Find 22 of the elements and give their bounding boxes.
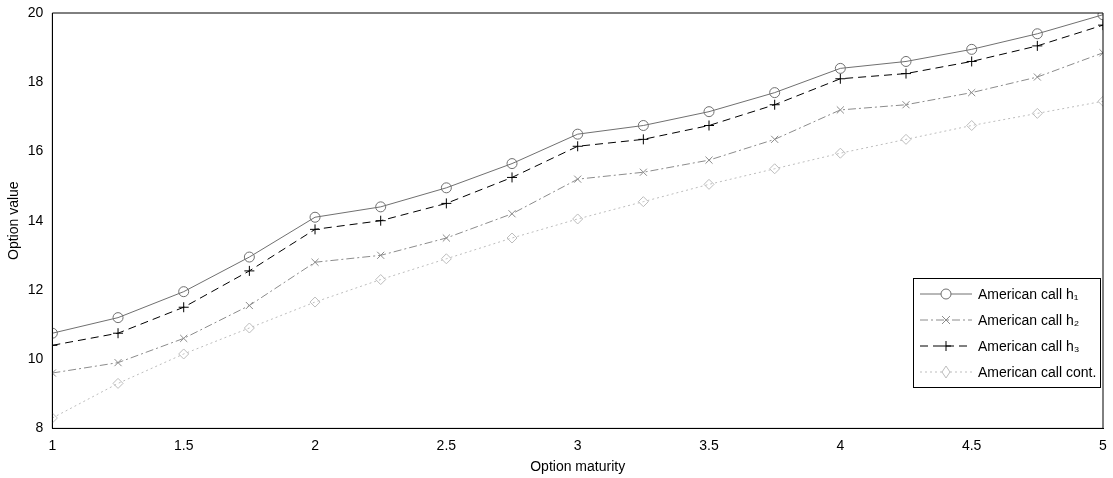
x-tick-label: 4.5 xyxy=(961,436,982,453)
y-tick-label: 10 xyxy=(27,350,44,367)
x-tick-label: 1.5 xyxy=(173,436,194,453)
y-tick-label: 8 xyxy=(35,419,44,436)
x-tick-label: 3.5 xyxy=(699,436,719,453)
y-tick-label: 16 xyxy=(27,142,44,159)
x-tick-label: 3 xyxy=(573,436,582,453)
y-tick-label: 18 xyxy=(27,73,44,90)
x-tick-label: 1 xyxy=(48,436,57,453)
y-tick-label: 14 xyxy=(27,211,44,228)
legend-label: American call h₁ xyxy=(978,286,1079,303)
y-axis-title: Option value xyxy=(5,181,22,260)
y-tick-label: 20 xyxy=(27,3,44,20)
y-tick-label: 12 xyxy=(27,280,44,297)
x-axis-title: Option maturity xyxy=(530,458,626,475)
legend-label: American call h₂ xyxy=(978,312,1080,329)
x-tick-label: 4 xyxy=(836,436,845,453)
legend-label: American call cont. xyxy=(978,364,1097,381)
x-tick-label: 2 xyxy=(311,436,320,453)
x-tick-label: 5 xyxy=(1099,436,1108,453)
x-tick-label: 2.5 xyxy=(436,436,457,453)
legend-label: American call h₃ xyxy=(978,338,1080,355)
